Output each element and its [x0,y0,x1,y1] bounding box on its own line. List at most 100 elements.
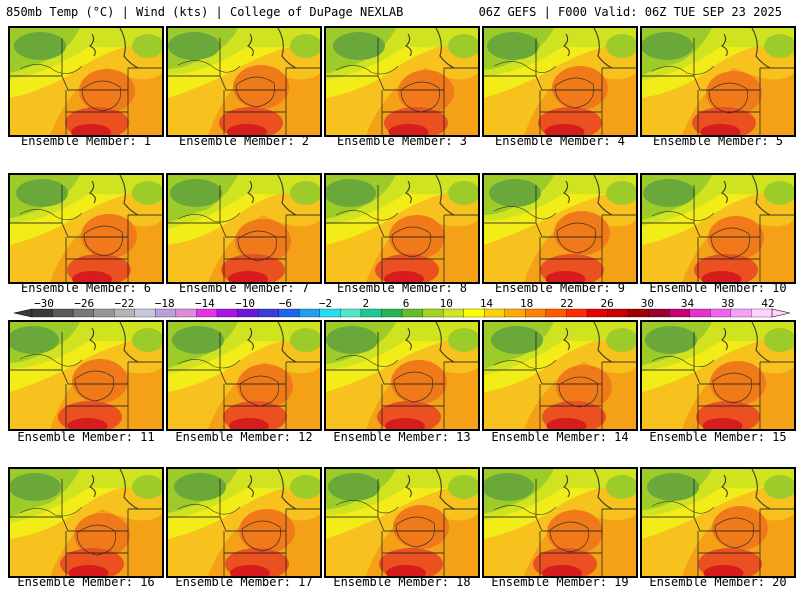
colorbar-swatch [299,308,321,318]
ensemble-member-label: Ensemble Member: 4 [494,134,626,148]
header-title: 850mb Temp (°C) | Wind (kts) | College o… [6,5,404,19]
colorbar-tick-label: 6 [403,299,410,310]
ensemble-member-label: Ensemble Member: 12 [175,430,313,444]
ensemble-member-label: Ensemble Member: 13 [333,430,471,444]
ensemble-map-panel [166,467,322,578]
ensemble-map-panel [8,320,164,431]
colorbar-swatch [52,308,74,318]
ensemble-member-label: Ensemble Member: 18 [333,575,471,589]
ensemble-map-panel [324,173,480,284]
ensemble-member-label: Ensemble Member: 16 [17,575,155,589]
ensemble-member-label: Ensemble Member: 6 [20,281,152,295]
ensemble-map-panel [8,26,164,137]
ensemble-map-panel [8,173,164,284]
colorbar-swatch [627,308,650,318]
ensemble-map-panel [324,467,480,578]
colorbar-swatch [751,308,773,318]
colorbar-tick-label: −6 [279,299,292,310]
ensemble-member-label: Ensemble Member: 11 [17,430,155,444]
colorbar-swatch [648,308,670,318]
colorbar-right-arrow [771,308,790,318]
ensemble-member-label: Ensemble Member: 17 [175,575,313,589]
ensemble-map-panel [482,320,638,431]
colorbar-swatch [689,308,711,318]
ensemble-member-label: Ensemble Member: 14 [491,430,629,444]
colorbar-tick-label: 42 [761,299,774,310]
colorbar-swatch [710,308,732,318]
colorbar-swatch [216,308,239,318]
ensemble-map-panel [324,26,480,137]
ensemble-map-panel [640,467,796,578]
colorbar-swatch [155,308,177,318]
colorbar-tick-label: 30 [641,299,654,310]
ensemble-map-panel [640,320,796,431]
ensemble-map-panel [482,173,638,284]
colorbar-tick-label: −14 [195,299,215,310]
colorbar-tick-label: 34 [681,299,695,310]
colorbar-swatch [401,308,424,318]
ensemble-map-panel [8,467,164,578]
colorbar-swatch [545,308,567,318]
colorbar-swatch [114,308,136,318]
colorbar-tick-label: −2 [319,299,332,310]
colorbar-swatch [422,308,444,318]
colorbar-swatch [196,308,218,318]
ensemble-map-panel [166,173,322,284]
colorbar-swatch [72,308,95,318]
colorbar-tick-label: −18 [155,299,175,310]
ensemble-member-label: Ensemble Member: 8 [336,281,468,295]
colorbar-tick-label: 22 [560,299,573,310]
colorbar-swatch [175,308,197,318]
colorbar-left-arrow [13,308,33,318]
ensemble-member-label: Ensemble Member: 5 [652,134,784,148]
colorbar-swatch [463,308,485,318]
colorbar-tick-label: −22 [115,299,135,310]
colorbar-tick-label: −30 [34,299,54,310]
colorbar-swatch [319,308,341,318]
colorbar-swatch [360,308,382,318]
colorbar-tick-label: 14 [480,299,494,310]
colorbar-swatch [730,308,752,318]
ensemble-map-panel [482,26,638,137]
colorbar-swatch [278,308,300,318]
colorbar-swatch [134,308,156,318]
colorbar-swatch [566,308,588,318]
colorbar-tick-label: 10 [440,299,453,310]
colorbar-tick-label: 38 [721,299,734,310]
temperature-colorbar: −30 −26 −22 −18 −14 −10 −6 −2 2 6 10 14 18 22 26 30 34 38… [13,299,790,318]
colorbar-tick-label: 26 [600,299,613,310]
ensemble-member-label: Ensemble Member: 19 [491,575,629,589]
ensemble-map-panel [640,26,796,137]
colorbar-swatch [340,308,362,318]
colorbar-swatch [237,308,259,318]
colorbar-swatch [93,308,115,318]
ensemble-map-panel [640,173,796,284]
ensemble-map-panel [482,467,638,578]
colorbar-swatch [484,308,506,318]
ensemble-member-label: Ensemble Member: 7 [178,281,310,295]
ensemble-member-label: Ensemble Member: 15 [649,430,787,444]
colorbar-swatch [586,308,609,318]
colorbar-swatch [257,308,280,318]
colorbar-swatch [381,308,403,318]
ensemble-member-label: Ensemble Member: 3 [336,134,468,148]
ensemble-member-label: Ensemble Member: 1 [20,134,152,148]
ensemble-member-label: Ensemble Member: 20 [649,575,787,589]
ensemble-member-label: Ensemble Member: 9 [494,281,626,295]
ensemble-map-panel [324,320,480,431]
colorbar-tick-label: 2 [362,299,369,310]
ensemble-member-label: Ensemble Member: 10 [649,281,787,295]
ensemble-map-panel [166,320,322,431]
colorbar-tick-label: −10 [235,299,255,310]
ensemble-member-label: Ensemble Member: 2 [178,134,310,148]
colorbar-tick-label: 18 [520,299,533,310]
colorbar-tick-label: −26 [74,299,94,310]
colorbar-swatch [442,308,465,318]
colorbar-swatch [31,308,54,318]
colorbar-swatch [504,308,526,318]
colorbar-swatch [669,308,691,318]
ensemble-map-panel [166,26,322,137]
colorbar-swatch [525,308,547,318]
header-valid-time: 06Z GEFS | F000 Valid: 06Z TUE SEP 23 20… [478,5,782,19]
colorbar-swatch [607,308,629,318]
